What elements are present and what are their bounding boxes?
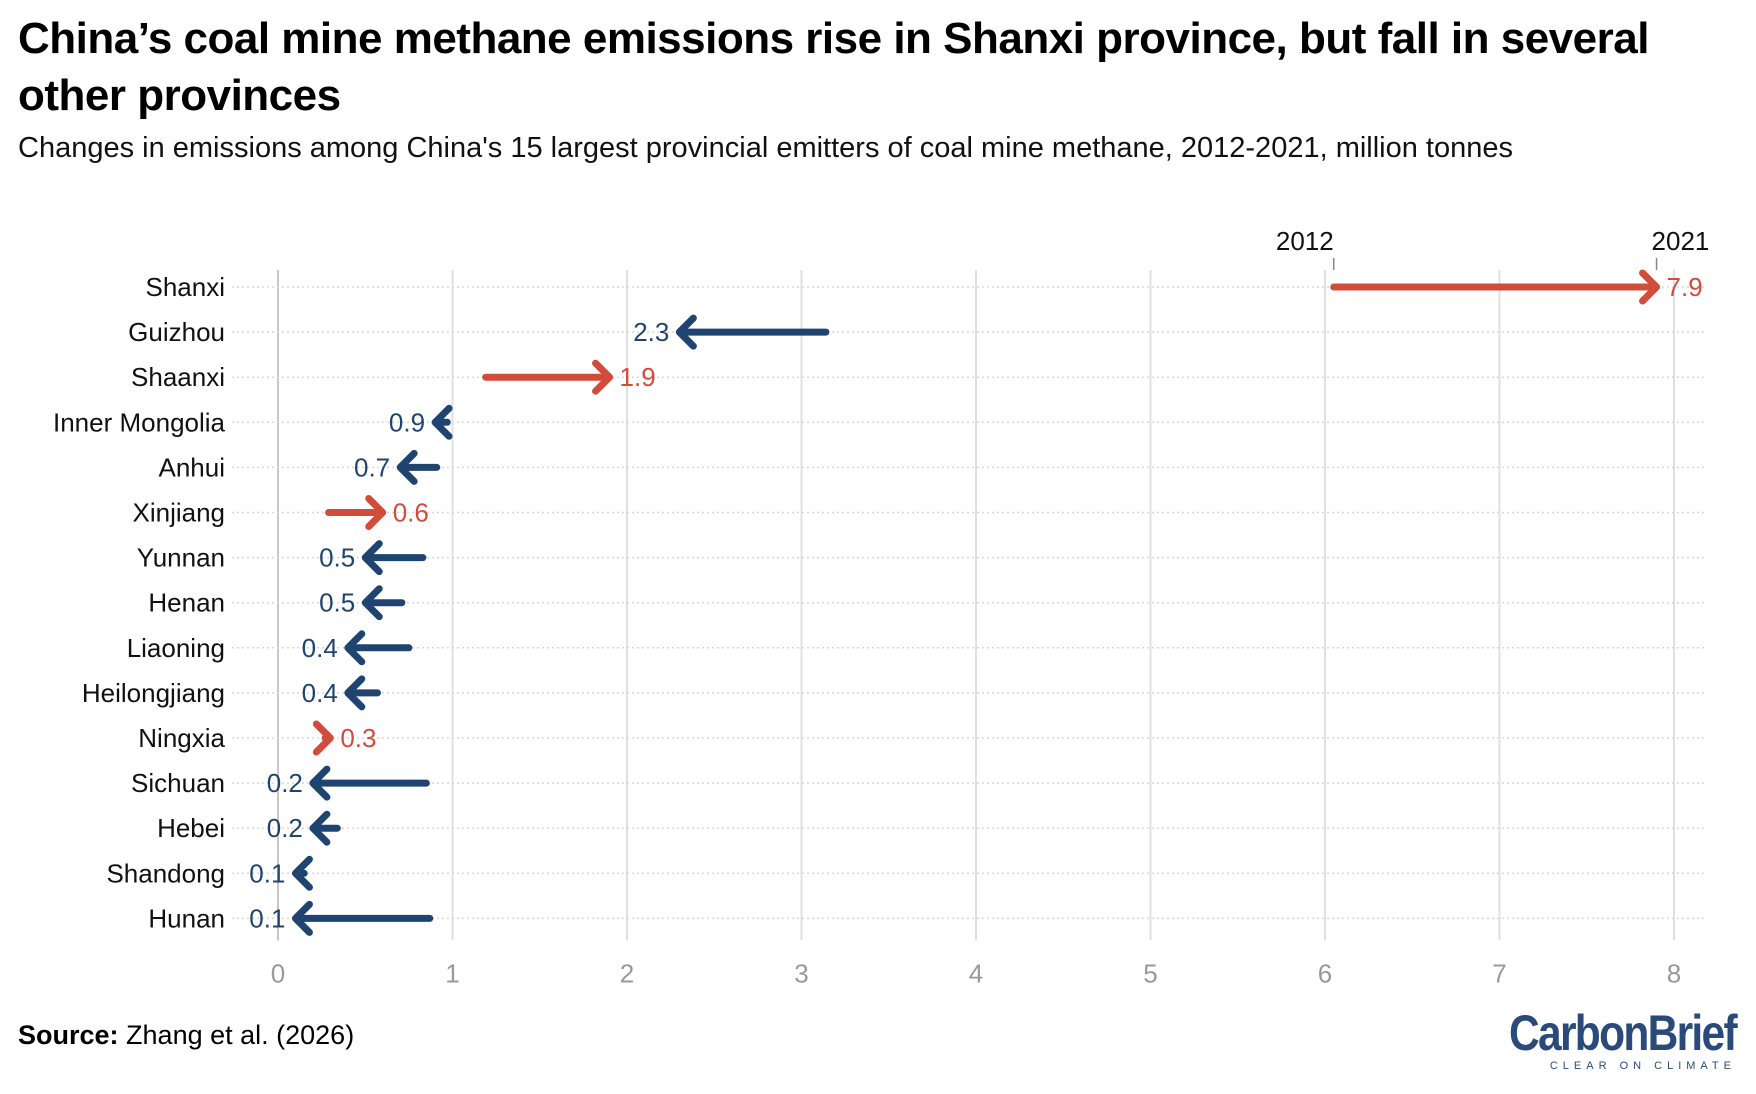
increase-arrow-head — [1639, 269, 1661, 305]
source-text: Zhang et al. (2026) — [126, 1020, 355, 1050]
value-label-2021: 0.4 — [302, 633, 338, 663]
decrease-arrow-head — [431, 404, 453, 440]
y-category-label: Inner Mongolia — [53, 407, 226, 437]
x-tick-label: 3 — [794, 958, 808, 988]
legend-start-label: 2012 — [1276, 226, 1334, 256]
x-tick-label: 4 — [969, 958, 983, 988]
y-category-label: Yunnan — [137, 543, 225, 573]
value-label-2021: 0.5 — [319, 588, 355, 618]
value-label-2021: 0.7 — [354, 452, 390, 482]
value-label-2021: 1.9 — [620, 362, 656, 392]
value-label-2021: 0.1 — [249, 858, 285, 888]
legend-end-label: 2021 — [1652, 226, 1710, 256]
decrease-arrow-head — [291, 855, 313, 891]
decrease-arrow-head — [344, 675, 366, 711]
value-label-2021: 0.5 — [319, 543, 355, 573]
source-label: Source: — [18, 1020, 119, 1050]
decrease-arrow-head — [361, 585, 383, 621]
value-label-2021: 0.9 — [389, 407, 425, 437]
y-category-label: Liaoning — [127, 633, 225, 663]
y-category-label: Xinjiang — [132, 498, 225, 528]
chart-title: China’s coal mine methane emissions rise… — [18, 14, 1649, 120]
x-tick-label: 6 — [1318, 958, 1332, 988]
chart-subtitle: Changes in emissions among China's 15 la… — [18, 132, 1514, 164]
x-tick-label: 5 — [1143, 958, 1157, 988]
x-tick-label: 7 — [1492, 958, 1506, 988]
x-tick-label: 0 — [271, 958, 285, 988]
source-note: Source: Zhang et al. (2026) — [18, 1020, 354, 1051]
decrease-arrow-head — [309, 810, 331, 846]
decrease-arrow-head — [309, 765, 331, 801]
value-label-2021: 2.3 — [633, 317, 669, 347]
value-label-2021: 0.1 — [249, 903, 285, 933]
carbonbrief-logo: CarbonBrief CLEAR ON CLIMATE — [1469, 1005, 1738, 1072]
decrease-arrow-head — [361, 540, 383, 576]
x-tick-label: 2 — [620, 958, 634, 988]
increase-arrow-head — [592, 359, 614, 395]
x-tick-label: 8 — [1667, 958, 1681, 988]
y-category-label: Guizhou — [128, 317, 225, 347]
value-label-2021: 0.4 — [302, 678, 338, 708]
x-tick-label: 1 — [445, 958, 459, 988]
y-category-label: Shaanxi — [131, 362, 225, 392]
increase-arrow-head — [312, 720, 334, 756]
y-category-label: Heilongjiang — [82, 678, 225, 708]
logo-wordmark: CarbonBrief — [1509, 1005, 1738, 1061]
y-category-label: Sichuan — [131, 768, 225, 798]
value-label-2021: 7.9 — [1667, 272, 1703, 302]
y-category-label: Hunan — [148, 903, 225, 933]
value-label-2021: 0.2 — [267, 813, 303, 843]
y-category-label: Henan — [148, 588, 225, 618]
y-category-label: Hebei — [157, 813, 225, 843]
value-label-2021: 0.6 — [393, 498, 429, 528]
decrease-arrow-head — [291, 900, 313, 936]
decrease-arrow-head — [675, 314, 697, 350]
y-category-label: Shanxi — [146, 272, 226, 302]
decrease-arrow-head — [396, 449, 418, 485]
increase-arrow-head — [365, 495, 387, 530]
y-category-label: Anhui — [159, 452, 226, 482]
y-category-label: Shandong — [106, 858, 225, 888]
value-label-2021: 0.3 — [340, 723, 376, 753]
value-label-2021: 0.2 — [267, 768, 303, 798]
decrease-arrow-head — [344, 630, 366, 666]
y-category-label: Ningxia — [138, 723, 225, 753]
logo-tagline: CLEAR ON CLIMATE — [1549, 1060, 1736, 1072]
